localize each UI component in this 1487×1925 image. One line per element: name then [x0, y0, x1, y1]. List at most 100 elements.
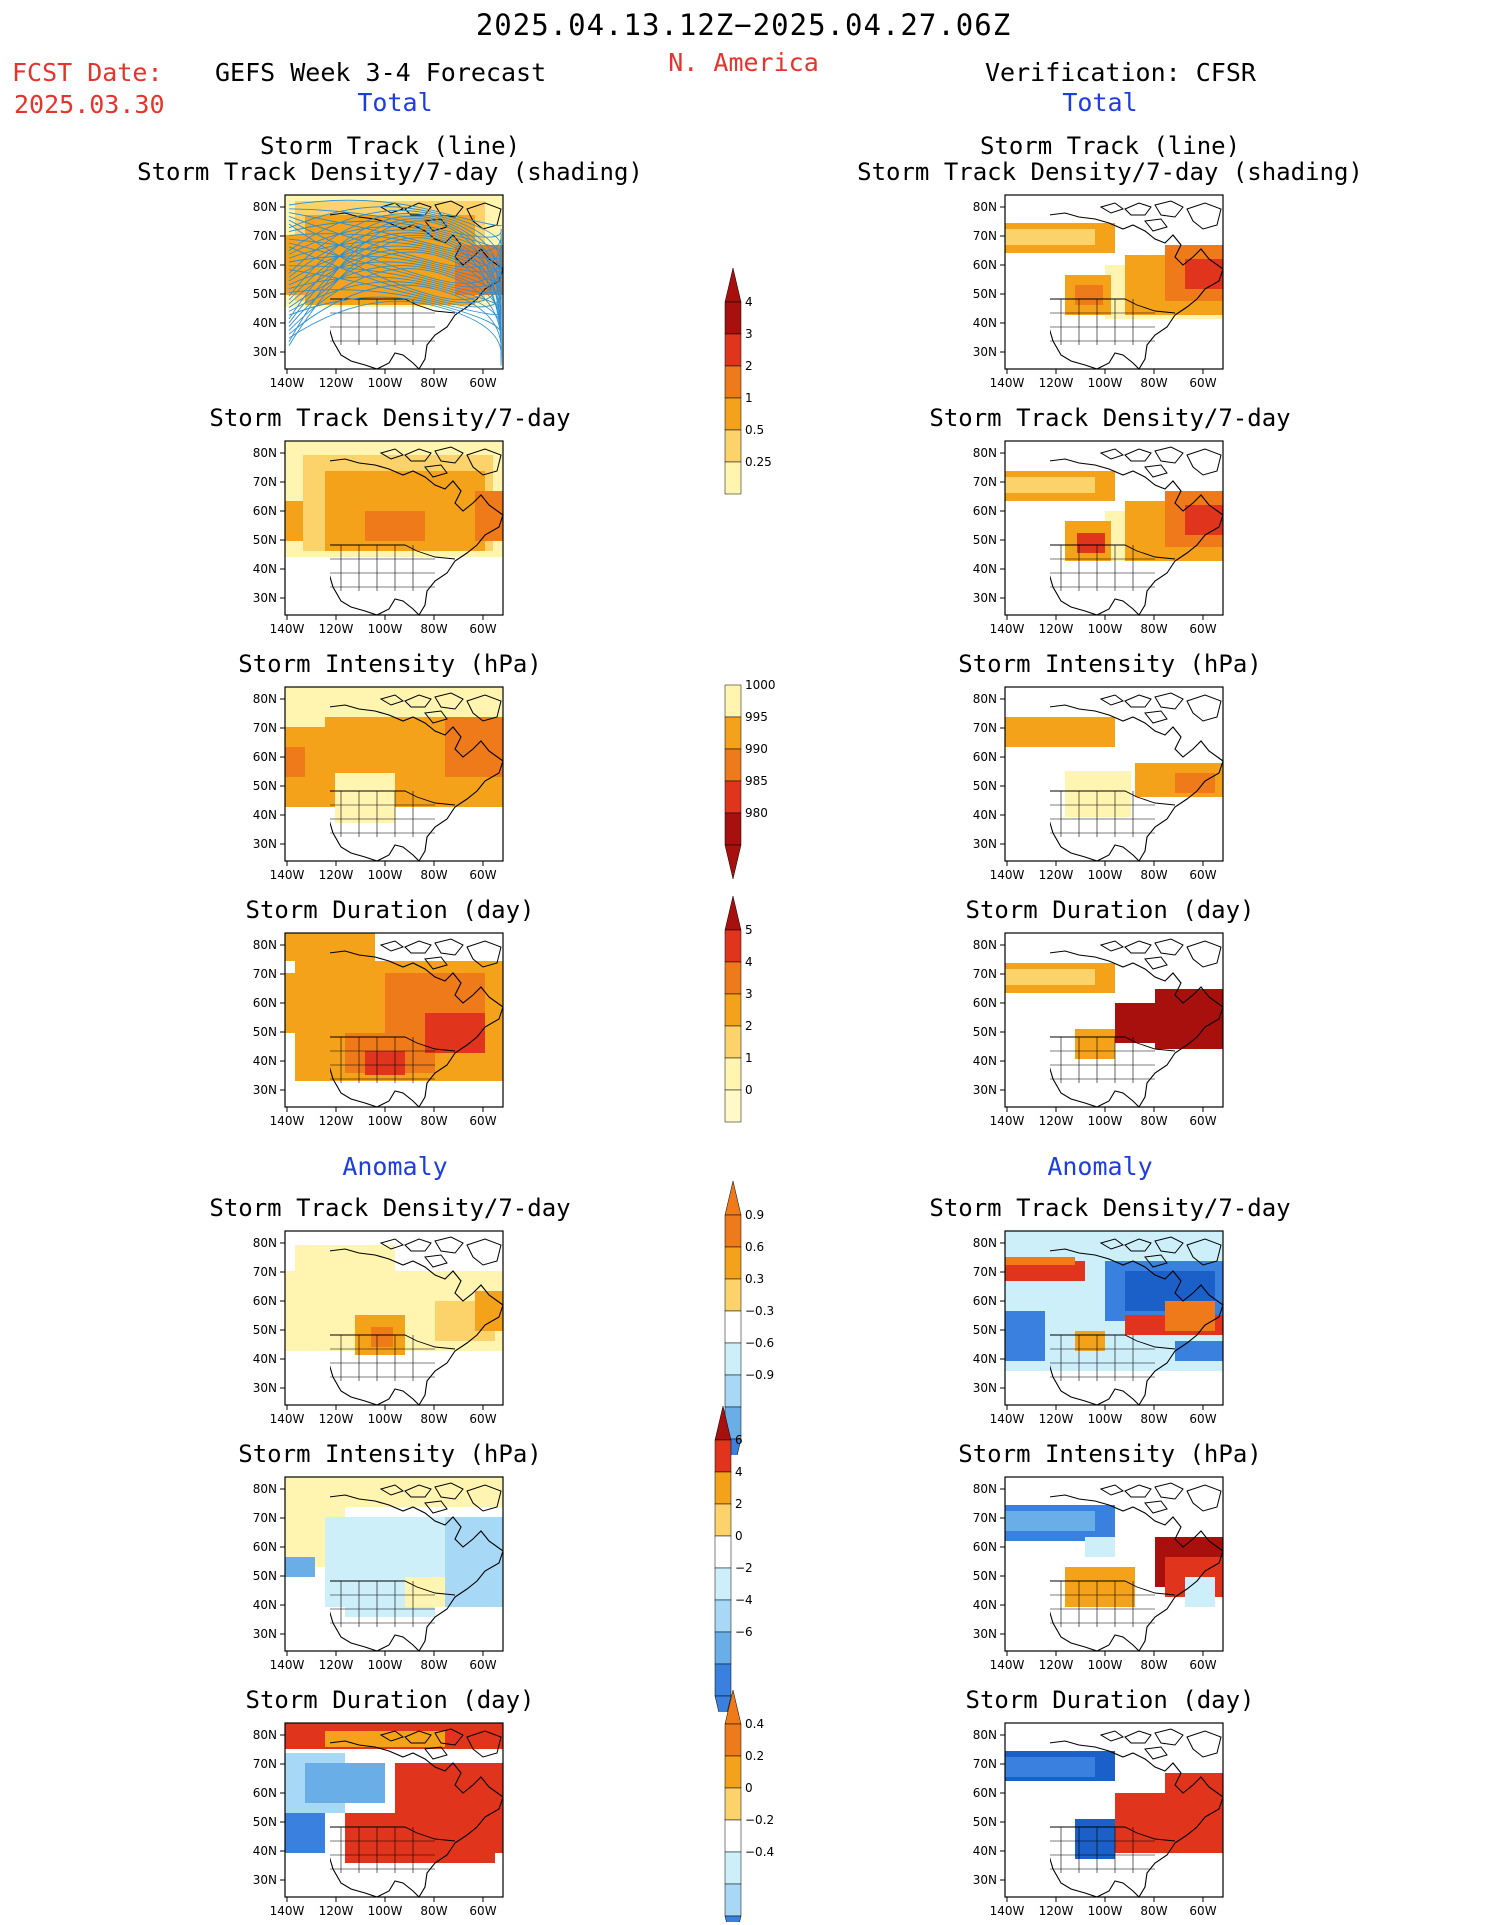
panel-title-duration-anom-right: Storm Duration (day): [965, 1686, 1255, 1714]
colorbar-tick-label: −4: [735, 1593, 753, 1607]
colorbar-tick-label: 0.9: [745, 1208, 764, 1222]
lon-tick-label: 100W: [368, 1412, 403, 1426]
lon-tick-label: 80W: [420, 376, 447, 390]
lon-tick-label: 60W: [469, 1114, 496, 1128]
map-density-anomaly-verification: 80N 70N 60N 50N 40N 30N 140W 120W 100W 80W 60W: [973, 1230, 1224, 1426]
lon-tick-label: 120W: [319, 622, 354, 636]
lat-tick-label: 80N: [253, 692, 277, 706]
lon-tick-label: 100W: [368, 1904, 403, 1918]
lat-tick-label: 50N: [253, 1323, 277, 1337]
lat-tick-label: 70N: [973, 229, 997, 243]
lon-tick-label: 140W: [270, 1658, 305, 1672]
lat-tick-label: 30N: [973, 837, 997, 851]
lat-tick-label: 50N: [973, 1323, 997, 1337]
lat-tick-label: 50N: [973, 533, 997, 547]
lat-tick-label: 80N: [253, 938, 277, 952]
lon-tick-label: 80W: [420, 1904, 447, 1918]
colorbar-tick-label: 1: [745, 1051, 753, 1065]
colorbar-tick-label: 0.2: [745, 1749, 764, 1763]
lon-tick-label: 120W: [1039, 1658, 1074, 1672]
lat-tick-label: 60N: [253, 1294, 277, 1308]
colorbar-tick-label: −6: [735, 1625, 753, 1639]
map-density-forecast: 80N 70N 60N 50N 40N 30N 140W 120W 100W 80W 60W: [253, 440, 504, 636]
lon-tick-label: 140W: [270, 1412, 305, 1426]
colorbar-tick-label: 2: [735, 1497, 743, 1511]
panel-title-duration-left: Storm Duration (day): [245, 896, 535, 924]
lat-tick-label: 30N: [253, 591, 277, 605]
lon-tick-label: 120W: [1039, 376, 1074, 390]
lon-tick-label: 100W: [1088, 376, 1123, 390]
lat-tick-label: 60N: [973, 1786, 997, 1800]
colorbar-tick-label: 0: [735, 1529, 743, 1543]
colorbar-intensity-anomaly: 6 4 2 0 −2 −4 −6: [714, 1405, 753, 1712]
colorbar-tick-label: −0.2: [745, 1813, 774, 1827]
lon-tick-label: 140W: [990, 376, 1025, 390]
panel-title-density-anom-right: Storm Track Density/7-day: [929, 1194, 1291, 1222]
lon-tick-label: 140W: [990, 1412, 1025, 1426]
lat-tick-label: 30N: [973, 1381, 997, 1395]
lon-tick-label: 80W: [420, 1412, 447, 1426]
lat-tick-label: 40N: [253, 1598, 277, 1612]
lon-tick-label: 60W: [469, 376, 496, 390]
lat-tick-label: 40N: [973, 1598, 997, 1612]
panel-title-track-shading-right: Storm Track Density/7-day (shading): [857, 158, 1363, 186]
lat-tick-label: 50N: [973, 1815, 997, 1829]
colorbar-tick-label: 4: [735, 1465, 743, 1479]
colorbar-tick-label: 3: [745, 987, 753, 1001]
lat-tick-label: 50N: [253, 1569, 277, 1583]
lat-tick-label: 80N: [973, 200, 997, 214]
lat-tick-label: 70N: [973, 1265, 997, 1279]
lat-tick-label: 50N: [253, 779, 277, 793]
colorbar-tick-label: 0.4: [745, 1717, 764, 1731]
lat-tick-label: 70N: [973, 475, 997, 489]
lat-tick-label: 70N: [253, 1757, 277, 1771]
lon-tick-label: 80W: [1140, 1412, 1167, 1426]
lat-tick-label: 40N: [253, 1844, 277, 1858]
lon-tick-label: 140W: [990, 1658, 1025, 1672]
lon-tick-label: 120W: [1039, 868, 1074, 882]
colorbar-tick-label: 1: [745, 391, 753, 405]
map-intensity-verification: 80N 70N 60N 50N 40N 30N 140W 120W 100W 80W 60W: [973, 686, 1224, 882]
lat-tick-label: 40N: [253, 562, 277, 576]
lon-tick-label: 140W: [270, 376, 305, 390]
colorbar-tick-label: 4: [745, 955, 753, 969]
lat-tick-label: 60N: [253, 1540, 277, 1554]
lon-tick-label: 60W: [1189, 376, 1216, 390]
colorbar-tick-label: 985: [745, 774, 768, 788]
map-density-anomaly-forecast: 80N 70N 60N 50N 40N 30N 140W 120W 100W 80W 60W: [253, 1230, 504, 1426]
lon-tick-label: 80W: [1140, 868, 1167, 882]
lat-tick-label: 40N: [973, 316, 997, 330]
lon-tick-label: 100W: [368, 376, 403, 390]
lat-tick-label: 50N: [253, 1025, 277, 1039]
lat-tick-label: 30N: [253, 1873, 277, 1887]
colorbar-duration-anomaly: 0.4 0.2 0 −0.2 −0.4: [724, 1689, 774, 1922]
colorbar-tick-label: 6: [735, 1433, 743, 1447]
lon-tick-label: 60W: [469, 622, 496, 636]
lat-tick-label: 80N: [253, 1236, 277, 1250]
lat-tick-label: 30N: [253, 345, 277, 359]
lat-tick-label: 70N: [973, 967, 997, 981]
lat-tick-label: 80N: [253, 1482, 277, 1496]
lat-tick-label: 50N: [973, 287, 997, 301]
lon-tick-label: 80W: [1140, 622, 1167, 636]
colorbar-tick-label: 0.5: [745, 423, 764, 437]
panel-title-track-shading-left: Storm Track Density/7-day (shading): [137, 158, 643, 186]
lat-tick-label: 40N: [973, 808, 997, 822]
lat-tick-label: 80N: [253, 446, 277, 460]
panel-title-density-right: Storm Track Density/7-day: [929, 404, 1291, 432]
lat-tick-label: 40N: [973, 1054, 997, 1068]
colorbar-tick-label: −2: [735, 1561, 753, 1575]
lat-tick-label: 70N: [253, 1511, 277, 1525]
lon-tick-label: 80W: [1140, 1658, 1167, 1672]
lat-tick-label: 30N: [253, 837, 277, 851]
verification-title: Verification: CFSR: [985, 58, 1256, 87]
colorbar-tick-label: 0: [745, 1083, 753, 1097]
total-label-left: Total: [357, 88, 433, 117]
lon-tick-label: 100W: [1088, 1114, 1123, 1128]
lon-tick-label: 80W: [420, 1658, 447, 1672]
map-intensity-anomaly-forecast: 80N 70N 60N 50N 40N 30N 140W 120W 100W 80W 60W: [253, 1476, 504, 1672]
lat-tick-label: 40N: [973, 562, 997, 576]
colorbar-tick-label: 3: [745, 327, 753, 341]
lat-tick-label: 80N: [973, 1236, 997, 1250]
colorbar-tick-label: 0.6: [745, 1240, 764, 1254]
